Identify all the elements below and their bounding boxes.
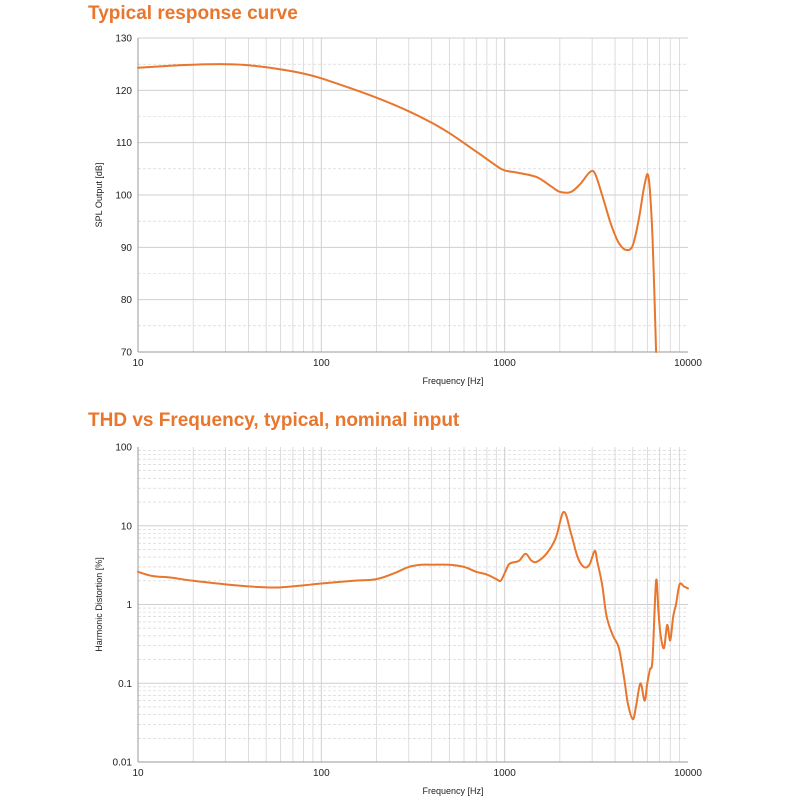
y-axis-label: SPL Output [dB] [94,163,104,228]
chart-title-response: Typical response curve [88,3,298,24]
y-tick-label: 0.01 [113,758,133,769]
x-tick-label: 10000 [674,768,702,779]
x-tick-label: 10 [132,768,144,779]
x-tick-label: 1000 [494,358,517,369]
y-tick-label: 70 [121,348,133,359]
y-tick-label: 80 [121,295,133,306]
response-curve-chart: 10 100 1000 10000 70 80 90 100 110 120 130 Frequenc… [94,34,702,387]
y-tick-label: 120 [115,86,132,97]
y-tick-label: 10 [121,521,133,532]
chart-title-thd: THD vs Frequency, typical, nominal input [88,410,460,431]
y-tick-label: 100 [115,191,132,202]
x-tick-label: 100 [313,358,330,369]
y-tick-label: 110 [116,138,132,149]
series-line [137,510,689,721]
x-tick-label: 10 [132,358,144,369]
y-tick-label: 100 [115,443,132,454]
y-tick-label: 0.1 [118,679,132,690]
series-line [137,63,658,353]
y-tick-label: 1 [126,600,132,611]
x-tick-label: 100 [313,768,330,779]
y-tick-label: 130 [115,34,132,45]
x-tick-label: 10000 [674,358,702,369]
y-tick-label: 90 [121,243,133,254]
x-axis-label: Frequency [Hz] [422,786,483,796]
x-tick-label: 1000 [494,768,517,779]
y-axis-label: Harmonic Distortion [%] [94,557,104,652]
x-axis-label: Frequency [Hz] [422,376,483,386]
